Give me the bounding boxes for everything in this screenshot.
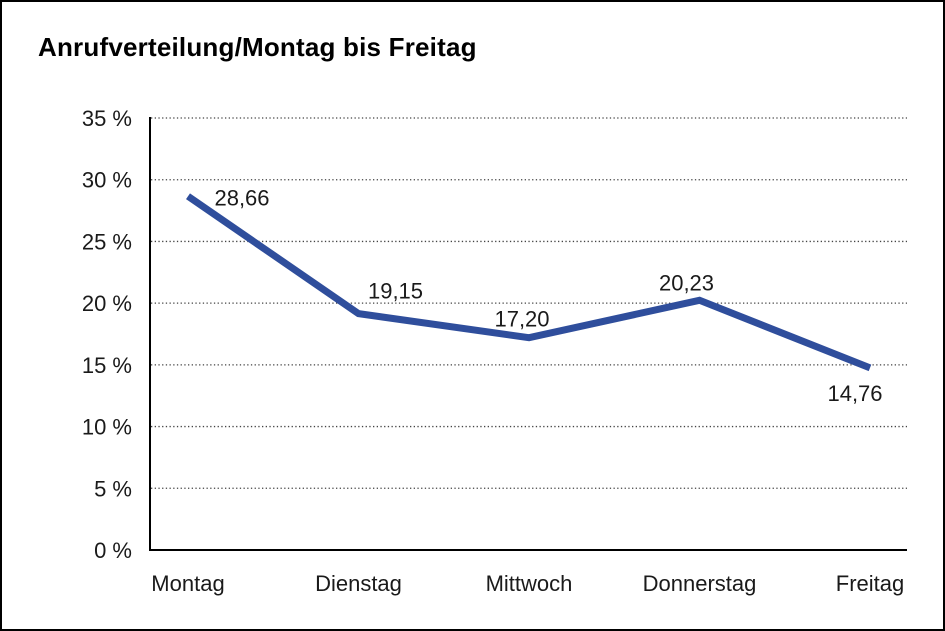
- x-category-label: Mittwoch: [486, 571, 573, 596]
- y-tick-label: 35 %: [82, 106, 132, 131]
- chart-title: Anrufverteilung/Montag bis Freitag: [38, 32, 477, 62]
- y-tick-label: 25 %: [82, 229, 132, 254]
- x-category-label: Donnerstag: [643, 571, 757, 596]
- point-label: 20,23: [659, 270, 714, 295]
- x-category-label: Freitag: [836, 571, 904, 596]
- x-category-label: Dienstag: [315, 571, 402, 596]
- point-label: 28,66: [214, 185, 269, 210]
- point-label: 19,15: [368, 279, 423, 304]
- y-tick-label: 30 %: [82, 168, 132, 193]
- point-label: 17,20: [494, 307, 549, 332]
- y-tick-label: 10 %: [82, 415, 132, 440]
- y-tick-label: 5 %: [94, 476, 132, 501]
- y-tick-label: 20 %: [82, 291, 132, 316]
- x-category-label: Montag: [151, 571, 224, 596]
- point-label: 14,76: [827, 381, 882, 406]
- y-tick-label: 15 %: [82, 353, 132, 378]
- series-line: [186, 193, 872, 372]
- y-tick-label: 0 %: [94, 538, 132, 563]
